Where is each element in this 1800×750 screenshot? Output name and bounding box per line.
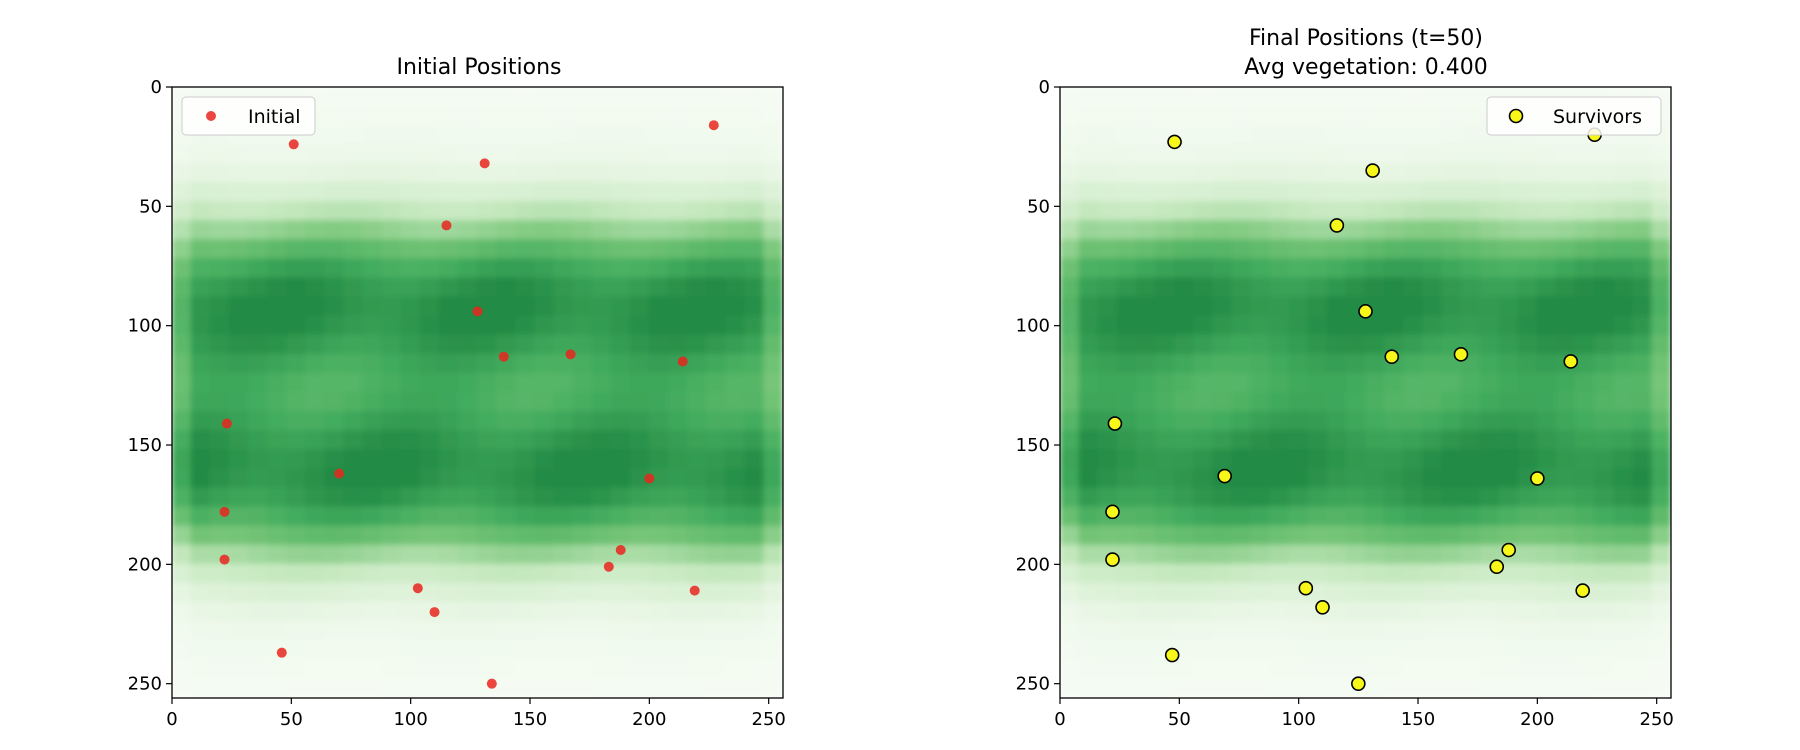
markers — [219, 120, 719, 689]
chart-subtitle: Avg vegetation: 0.400 — [1244, 55, 1487, 80]
initial-point — [615, 545, 626, 556]
initial-point — [441, 220, 452, 231]
x-tick-label: 100 — [1281, 709, 1315, 730]
initial-point — [689, 585, 700, 596]
x-tick-label: 150 — [513, 709, 547, 730]
axes-frame — [171, 86, 784, 699]
x-tick-label: 200 — [1520, 709, 1554, 730]
y-tick-label: 0 — [1039, 77, 1050, 98]
legend-marker — [206, 111, 216, 121]
initial-point — [486, 678, 497, 689]
vegetation-heatmap — [172, 87, 783, 698]
x-tick-label: 200 — [632, 709, 666, 730]
markers — [1105, 127, 1602, 691]
chart-title: Final Positions (t=50) — [1249, 26, 1483, 51]
survivor-point — [1358, 304, 1373, 319]
legend: Survivors — [1486, 96, 1662, 136]
y-tick-label: 250 — [128, 674, 162, 695]
initial-point — [429, 607, 440, 618]
survivor-point — [1365, 163, 1380, 178]
survivor-point — [1489, 559, 1505, 575]
survivor-point — [1167, 134, 1182, 150]
initial-point — [276, 647, 287, 658]
initial-positions-panel: Initial Positions 0 50 100 150 200 2500501001… — [128, 55, 786, 730]
initial-point — [644, 473, 655, 484]
y-tick-label: 200 — [128, 554, 162, 575]
survivor-point — [1164, 647, 1180, 663]
y-tick-label: 100 — [1016, 316, 1050, 337]
initial-point — [472, 306, 483, 317]
initial-point — [708, 120, 719, 131]
survivor-point — [1384, 349, 1400, 364]
y-tick-label: 200 — [1016, 554, 1050, 575]
legend-marker — [1508, 108, 1524, 124]
y-tick-label: 50 — [139, 196, 162, 217]
y-tick-label: 50 — [1027, 196, 1050, 217]
initial-point — [288, 139, 299, 150]
survivor-point — [1105, 552, 1120, 567]
x-tick-label: 50 — [1168, 709, 1191, 730]
survivor-point — [1329, 218, 1345, 233]
x-tick-label: 250 — [752, 709, 786, 730]
y-tick-label: 150 — [1016, 435, 1050, 456]
survivor-point — [1315, 600, 1330, 615]
legend-box — [1486, 96, 1662, 136]
survivor-point — [1107, 416, 1123, 431]
x-tick-label: 50 — [280, 709, 303, 730]
y-tick-label: 250 — [1016, 674, 1050, 695]
initial-point — [565, 349, 576, 360]
plot-area — [172, 87, 783, 698]
survivor-point — [1351, 676, 1366, 691]
survivor-point — [1453, 347, 1469, 362]
initial-point — [219, 506, 230, 517]
axes-frame — [1059, 86, 1672, 699]
survivor-point — [1298, 580, 1314, 596]
legend-label: Initial — [248, 106, 301, 128]
y-tick-label: 100 — [128, 316, 162, 337]
initial-point — [603, 561, 614, 572]
x-tick-label: 0 — [166, 709, 177, 730]
plot-area — [1060, 87, 1671, 698]
legend-box — [181, 96, 316, 136]
survivor-point — [1530, 471, 1545, 486]
initial-point — [498, 351, 509, 362]
y-tick-label: 150 — [128, 435, 162, 456]
x-tick-label: 250 — [1640, 709, 1674, 730]
initial-point — [412, 583, 423, 594]
initial-point — [221, 418, 232, 429]
legend-label: Survivors — [1553, 106, 1642, 128]
final-positions-panel: Final Positions (t=50) Avg vegetation: 0… — [1016, 26, 1674, 730]
x-tick-label: 150 — [1401, 709, 1435, 730]
legend: Initial — [181, 96, 316, 136]
survivor-point — [1563, 354, 1579, 369]
x-tick-label: 100 — [393, 709, 427, 730]
initial-point — [677, 356, 688, 367]
survivor-point — [1217, 468, 1232, 484]
y-tick-label: 0 — [151, 77, 162, 98]
initial-point — [219, 554, 230, 565]
initial-point — [334, 468, 345, 479]
survivor-point — [1105, 504, 1120, 520]
vegetation-heatmap — [1060, 87, 1671, 698]
x-tick-label: 0 — [1054, 709, 1065, 730]
initial-point — [479, 158, 490, 169]
survivor-point — [1575, 583, 1590, 598]
chart-title: Initial Positions — [397, 55, 562, 80]
survivor-point — [1501, 542, 1517, 558]
